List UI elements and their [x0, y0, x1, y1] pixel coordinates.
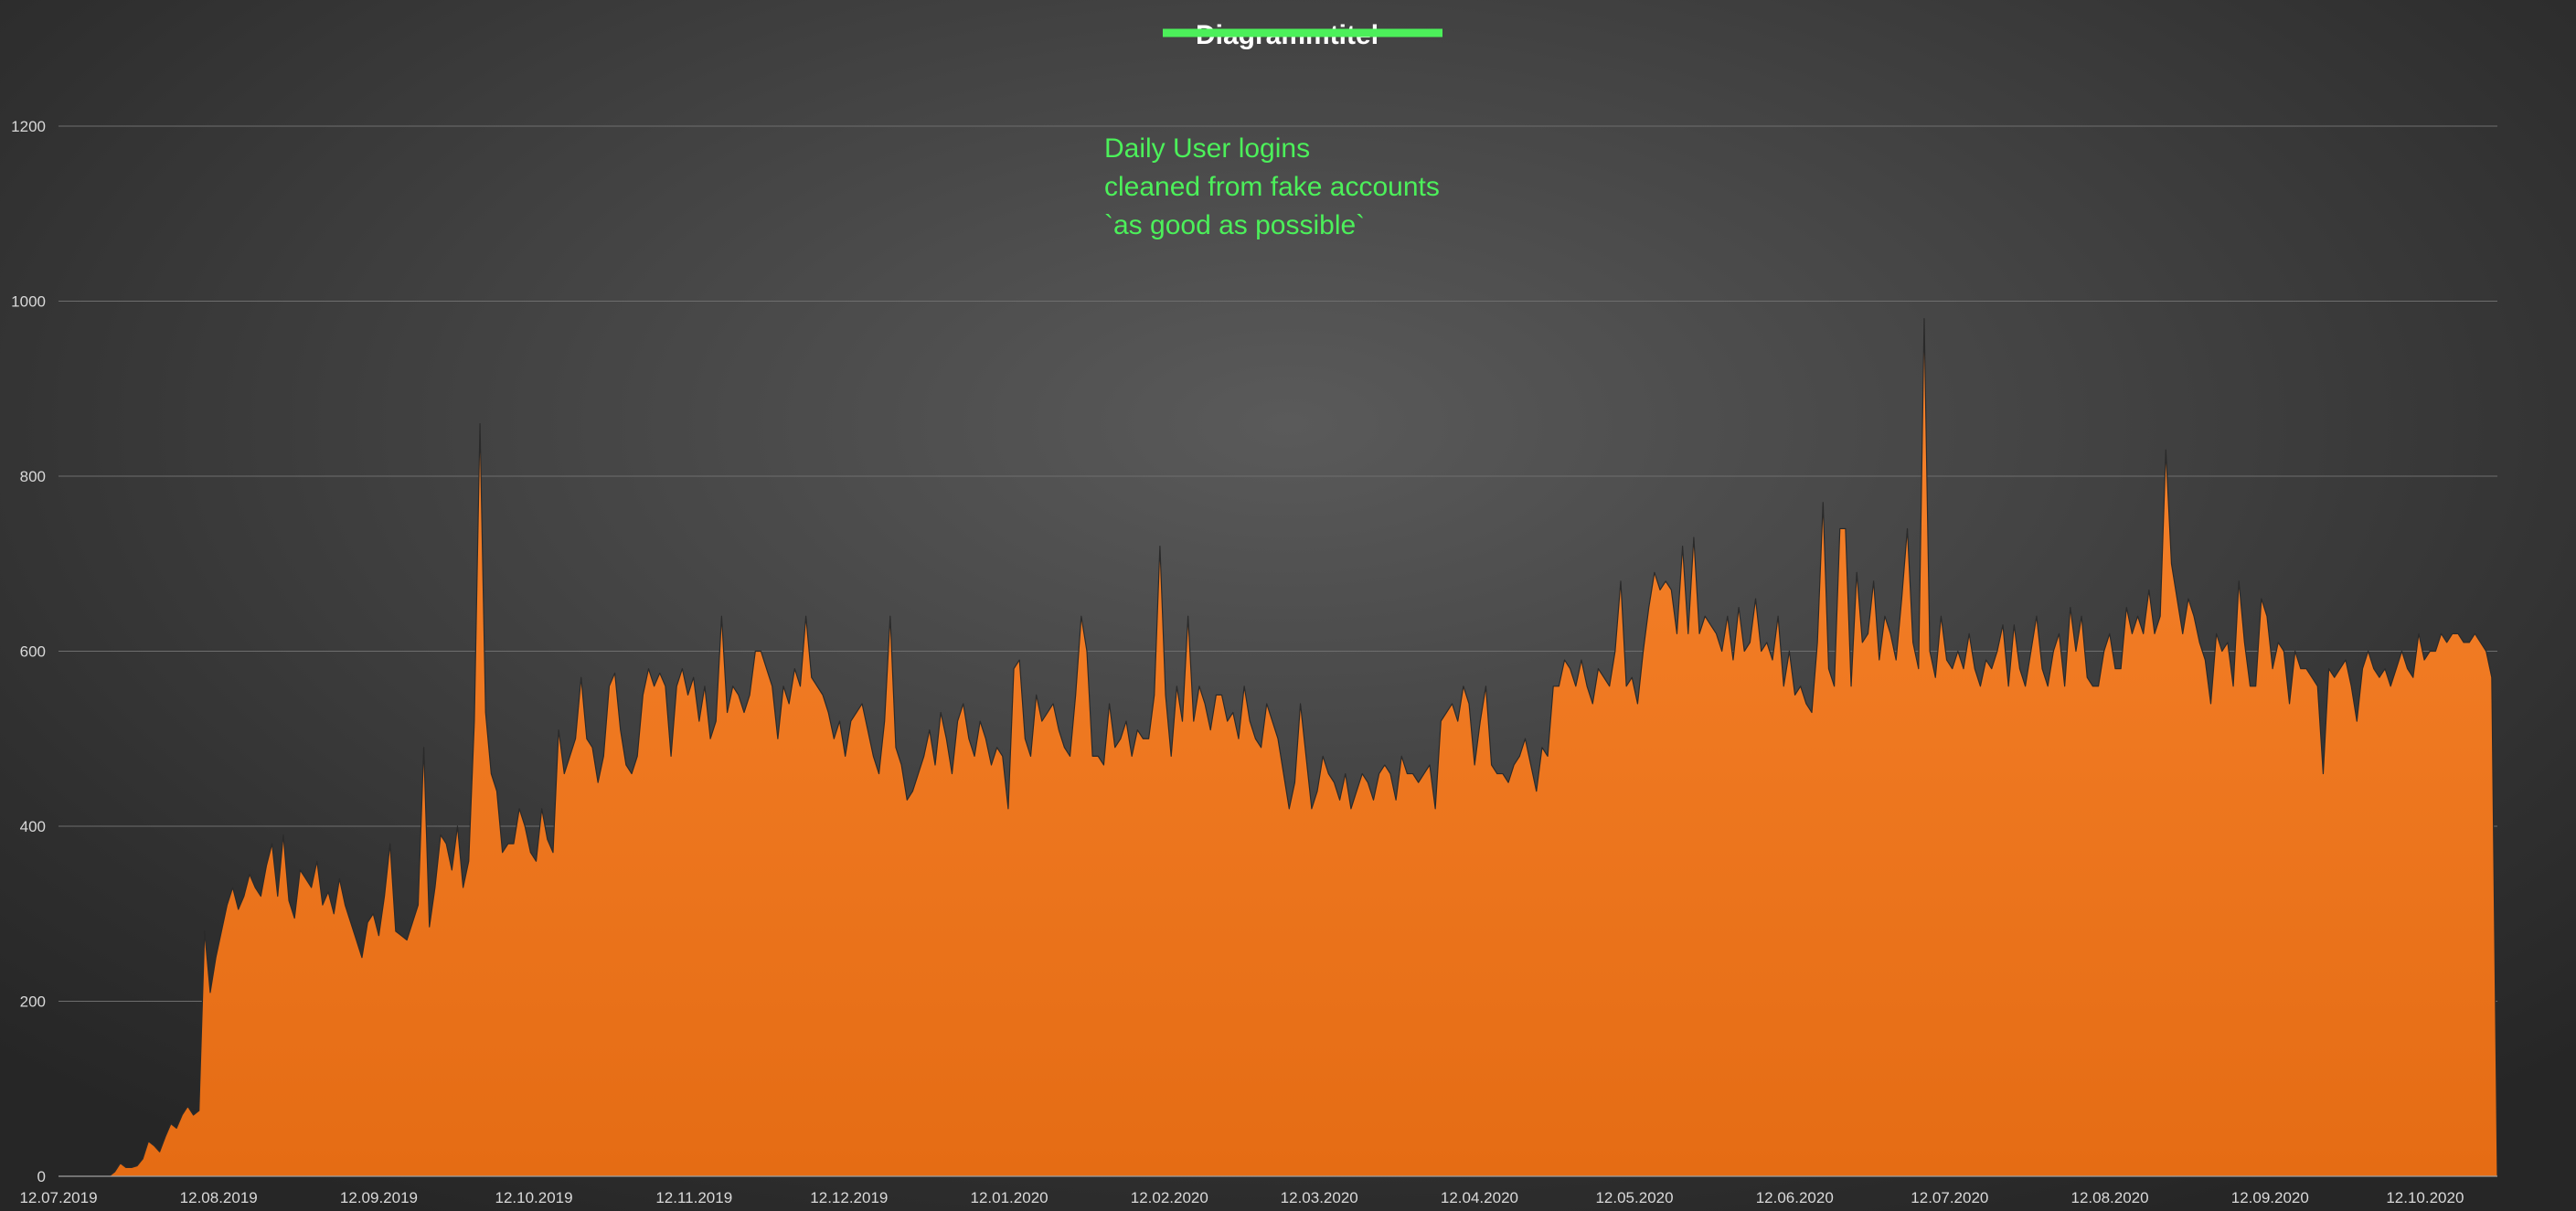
- x-tick-label: 12.08.2020: [2071, 1189, 2149, 1206]
- x-tick-label: 12.10.2020: [2386, 1189, 2464, 1206]
- series-area-group: [58, 318, 2498, 1177]
- annotation-text: Daily User logins cleaned from fake acco…: [1104, 130, 1440, 245]
- x-axis: 12.07.2019 12.08.2019 12.09.2019 12.10.2019…: [19, 1175, 2497, 1206]
- x-tick-label: 12.07.2020: [1911, 1189, 1988, 1206]
- x-tick-label: 12.02.2020: [1131, 1189, 1208, 1206]
- y-axis: 0 200 400 600 800 1000 1200: [11, 118, 46, 1185]
- y-tick-label: 1000: [11, 293, 46, 311]
- x-tick-label: 12.06.2020: [1756, 1189, 1834, 1206]
- x-tick-label: 12.04.2020: [1441, 1189, 1518, 1206]
- x-tick-label: 12.01.2020: [971, 1189, 1048, 1206]
- y-tick-label: 400: [20, 818, 46, 835]
- x-tick-label: 12.10.2019: [495, 1189, 572, 1206]
- y-tick-label: 1200: [11, 118, 46, 135]
- x-tick-label: 12.12.2019: [810, 1189, 888, 1206]
- y-tick-label: 600: [20, 643, 46, 661]
- y-tick-label: 800: [20, 468, 46, 485]
- x-tick-label: 12.05.2020: [1595, 1189, 1673, 1206]
- x-tick-label: 12.09.2019: [340, 1189, 418, 1206]
- x-tick-label: 12.09.2020: [2231, 1189, 2309, 1206]
- x-tick-label: 12.08.2019: [180, 1189, 258, 1206]
- annotation-line-3: `as good as possible`: [1104, 210, 1366, 240]
- annotation-line-1: Daily User logins: [1104, 133, 1311, 164]
- y-tick-label: 200: [20, 993, 46, 1011]
- y-tick-label: 0: [37, 1168, 46, 1185]
- x-tick-label: 12.07.2019: [19, 1189, 97, 1206]
- x-tick-label: 12.03.2020: [1281, 1189, 1358, 1206]
- annotation-line-2: cleaned from fake accounts: [1104, 172, 1440, 202]
- x-tick-label: 12.11.2019: [655, 1189, 732, 1206]
- series-area: [58, 318, 2498, 1177]
